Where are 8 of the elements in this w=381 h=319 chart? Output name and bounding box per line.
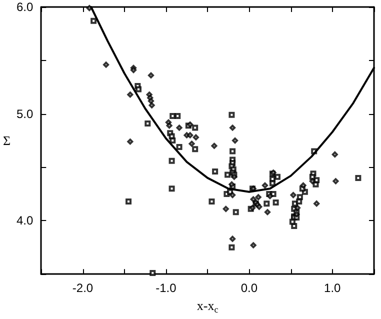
y-tick-label: 4.0 <box>16 214 34 228</box>
x-tick-label: -1.0 <box>156 281 177 296</box>
x-tick-label: 1.0 <box>324 281 342 296</box>
y-tick-label: 5.0 <box>16 106 34 121</box>
y-tick-label: 6.0 <box>16 0 34 14</box>
x-tick-label: -2.0 <box>72 281 94 296</box>
x-tick-label: 0.0 <box>240 281 258 296</box>
y-axis-title: Σ <box>2 133 11 148</box>
